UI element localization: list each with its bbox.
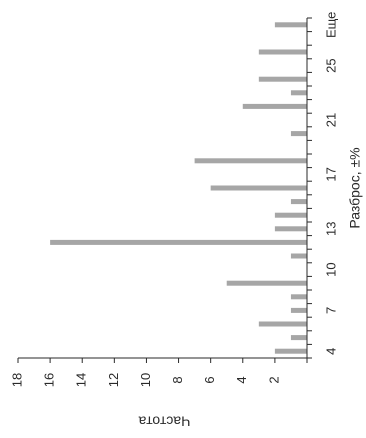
bar-26 xyxy=(258,49,307,55)
bar-7 xyxy=(290,307,307,313)
bar-5 xyxy=(290,335,307,341)
value-tick-label: 2 xyxy=(266,376,281,383)
bar-9 xyxy=(226,280,307,286)
x-axis-title: Разброс, ±% xyxy=(347,147,363,228)
bar-22 xyxy=(242,103,307,109)
category-ticks: 4 7 10 13 17 21 25 Еще xyxy=(307,12,338,359)
category-tick-label: 17 xyxy=(323,167,338,181)
bar-23 xyxy=(290,90,307,96)
value-tick-label: 18 xyxy=(9,373,24,387)
value-tick-label: 12 xyxy=(106,373,121,387)
bar-24 xyxy=(258,76,307,82)
bar-8 xyxy=(290,294,307,300)
category-tick-label: 25 xyxy=(323,58,338,72)
category-tick-label: 7 xyxy=(323,307,338,314)
value-tick-label: 14 xyxy=(74,373,89,387)
category-tick-label: 21 xyxy=(323,113,338,127)
value-ticks: 18 16 14 12 10 8 6 4 2 xyxy=(9,358,308,387)
value-tick-label: 8 xyxy=(170,376,185,383)
bar-15 xyxy=(290,199,307,205)
category-tick-label: 4 xyxy=(323,348,338,355)
bar-12 xyxy=(50,239,307,245)
bar-20 xyxy=(290,131,307,137)
value-tick-label: 6 xyxy=(202,376,217,383)
category-tick-label: Еще xyxy=(323,12,338,38)
value-tick-label: 4 xyxy=(234,376,249,383)
bars-layer xyxy=(50,22,307,354)
y-axis-title: Частота xyxy=(138,413,190,429)
bar-11 xyxy=(290,253,307,259)
category-tick-label: 13 xyxy=(323,222,338,236)
bar-Еще xyxy=(274,22,307,28)
bar-14 xyxy=(274,212,307,218)
bar-13 xyxy=(274,226,307,232)
value-tick-label: 16 xyxy=(42,373,57,387)
bar-6 xyxy=(258,321,307,327)
category-tick-label: 10 xyxy=(323,262,338,276)
bar-16 xyxy=(210,185,307,191)
bar-4 xyxy=(274,348,307,354)
bar-18 xyxy=(194,158,307,164)
value-tick-label: 10 xyxy=(138,373,153,387)
